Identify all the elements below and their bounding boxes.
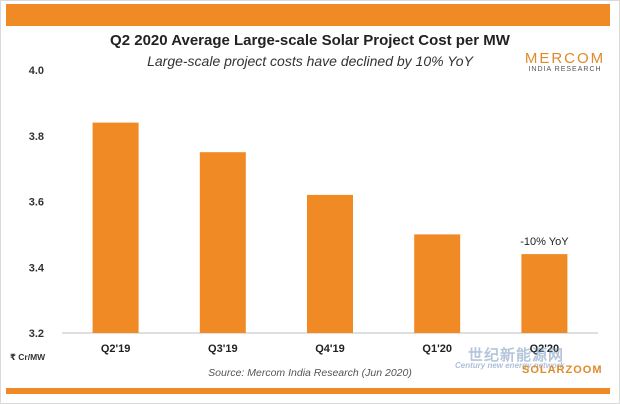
y-tick-label: 3.6	[29, 197, 44, 209]
mercom-logo: MERCOM INDIA RESEARCH	[520, 50, 610, 73]
watermark-english: Century new energy network	[455, 361, 565, 370]
x-tick-label: Q2'20	[530, 343, 560, 355]
logo-name: MERCOM	[524, 50, 606, 67]
top-accent-band	[6, 4, 610, 26]
y-tick-label: 3.8	[29, 131, 44, 143]
x-tick-label: Q3'19	[208, 343, 238, 355]
bar	[414, 234, 461, 333]
y-tick-label: 4.0	[29, 65, 44, 77]
bar	[307, 194, 353, 333]
watermark-chinese: 世纪新能源网	[468, 347, 565, 364]
x-tick-label: Q1'20	[422, 343, 452, 355]
x-tick-label: Q2'19	[101, 343, 131, 355]
y-axis-unit-label: ₹ Cr/MW	[10, 352, 46, 362]
bottom-accent-band	[6, 388, 610, 394]
y-tick-label: 3.2	[29, 328, 44, 340]
chart-title: Q2 2020 Average Large-scale Solar Projec…	[110, 32, 510, 49]
bar	[521, 254, 568, 333]
y-tick-label: 3.4	[29, 262, 45, 274]
bar-annotation: -10% YoY	[520, 236, 569, 248]
source-note: Source: Mercom India Research (Jun 2020)	[208, 367, 412, 379]
bar	[199, 152, 246, 333]
x-tick-label: Q4'19	[315, 343, 345, 355]
watermark-brand: SOLARZOOM	[522, 364, 603, 376]
chart-subtitle: Large-scale project costs have declined …	[147, 53, 473, 69]
bar	[92, 122, 139, 333]
logo-tagline: INDIA RESEARCH	[528, 66, 602, 73]
